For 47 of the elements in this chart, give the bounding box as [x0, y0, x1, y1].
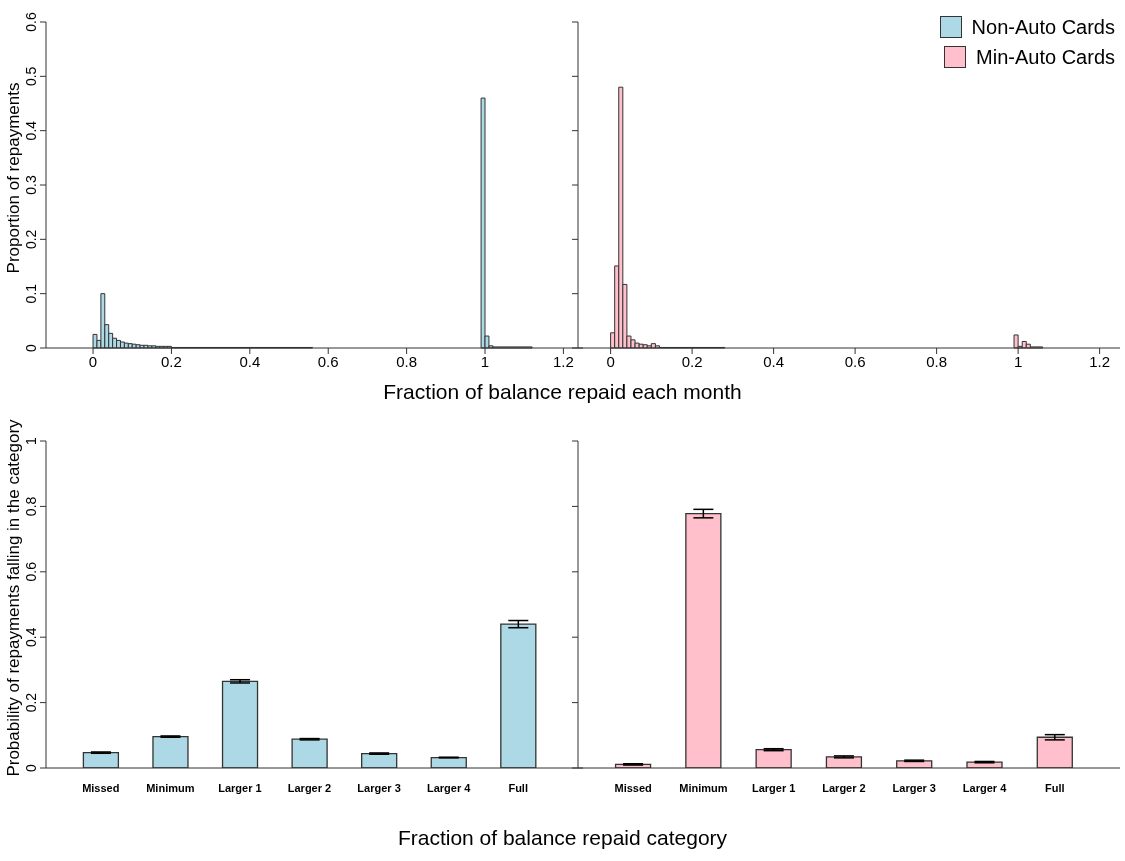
x-tick-label: Larger 4: [962, 781, 1008, 794]
legend-label: Min-Auto Cards: [976, 45, 1115, 69]
x-tick-label: 0.8: [396, 352, 418, 370]
x-tick-label: 0.6: [317, 352, 339, 370]
y-tick-label: 1: [23, 436, 39, 445]
x-tick-label: Minimum: [146, 781, 195, 794]
x-tick-label: Larger 1: [752, 781, 796, 794]
y-tick-label: 0.4: [23, 627, 39, 647]
y-tick-label: 0.3: [23, 175, 39, 195]
x-tick-label: Full: [508, 781, 528, 794]
x-tick-label: 1.2: [552, 352, 574, 370]
x-tick-label: Minimum: [679, 781, 728, 794]
y-tick-label: 0.5: [23, 66, 39, 87]
x-tick-label: 0: [88, 352, 98, 370]
x-tick-label: Larger 2: [287, 781, 332, 794]
x-tick-label: 1.2: [1089, 352, 1111, 370]
x-tick-label: 0.4: [239, 352, 261, 370]
y-tick-label: 0.8: [23, 496, 39, 517]
y-tick-label: 0: [23, 343, 39, 352]
x-tick-label: Missed: [82, 781, 120, 794]
x-tick-label: Missed: [614, 781, 652, 794]
x-tick-label: 1: [480, 352, 490, 370]
x-tick-label: 0.6: [844, 352, 866, 370]
x-tick-label: 0.2: [681, 352, 703, 370]
y-tick-label: 0.1: [23, 283, 39, 304]
y-tick-label: 0.2: [23, 692, 39, 713]
y-axis-title: Probability of repayments falling in the category: [4, 419, 24, 777]
x-tick-label: Larger 3: [892, 781, 936, 794]
y-tick-label: 0: [23, 763, 39, 772]
x-tick-label: 1: [1013, 352, 1023, 370]
x-tick-label: Larger 4: [426, 781, 472, 794]
x-axis-title: Fraction of balance repaid category: [396, 826, 729, 850]
y-axis-title: Proportion of repayments: [4, 82, 24, 274]
x-tick-label: 0: [606, 352, 615, 370]
x-tick-label: 0.4: [763, 352, 785, 370]
x-axis-title: Fraction of balance repaid each month: [382, 380, 743, 404]
legend-label: Non-Auto Cards: [971, 15, 1115, 39]
y-tick-label: 0.2: [23, 229, 39, 250]
x-tick-label: Larger 2: [822, 781, 866, 794]
x-tick-label: Full: [1045, 781, 1065, 794]
x-tick-label: Larger 3: [357, 781, 401, 794]
x-tick-label: Larger 1: [218, 781, 262, 794]
y-tick-label: 0.6: [23, 12, 39, 32]
y-tick-label: 0.4: [23, 120, 39, 141]
x-tick-label: 0.2: [161, 352, 182, 370]
x-tick-label: 0.8: [926, 352, 948, 370]
y-tick-label: 0.6: [23, 561, 39, 582]
